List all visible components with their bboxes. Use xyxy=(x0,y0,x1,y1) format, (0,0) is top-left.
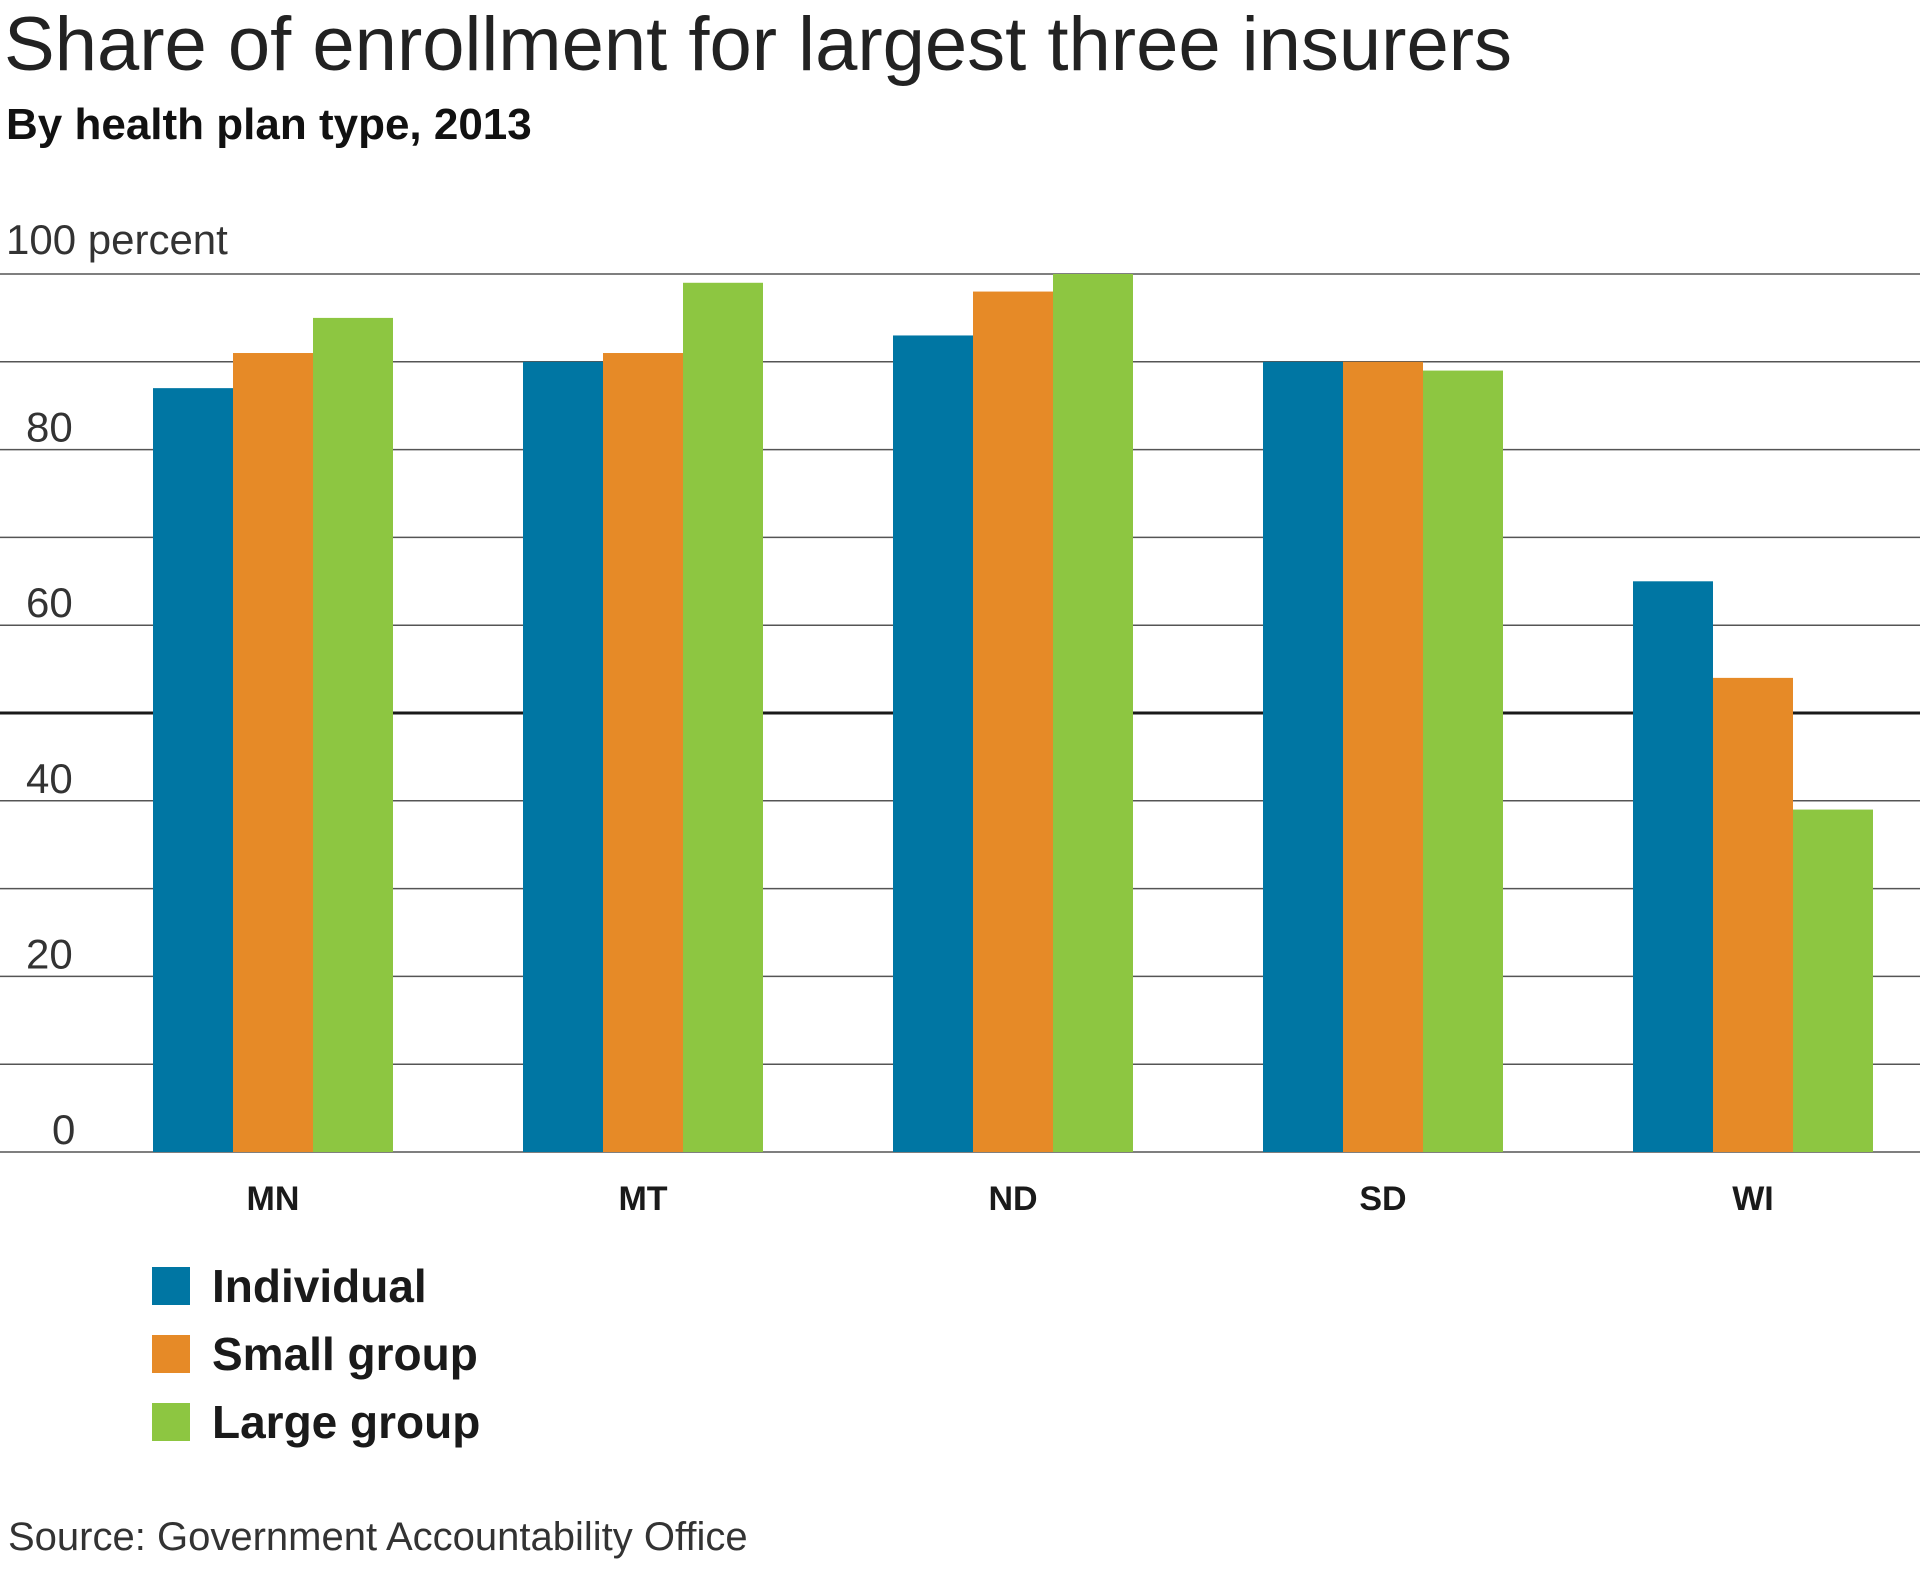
y-tick-label-60: 60 xyxy=(26,579,73,626)
chart-title: Share of enrollment for largest three in… xyxy=(4,2,1513,87)
bar-mt-individual xyxy=(523,361,603,1152)
y-tick-label-0: 0 xyxy=(52,1106,75,1153)
legend-item-individual: Individual xyxy=(152,1252,480,1320)
bar-sd-large-group xyxy=(1423,370,1503,1152)
bar-mn-large-group xyxy=(313,317,393,1152)
bar-sd-small-group xyxy=(1343,361,1423,1152)
legend-item-large-group: Large group xyxy=(152,1388,480,1456)
bar-wi-small-group xyxy=(1713,677,1793,1152)
legend-swatch-large-group xyxy=(152,1403,190,1441)
bar-mn-individual xyxy=(153,388,233,1152)
x-tick-label-mt: MT xyxy=(618,1180,667,1218)
x-tick-label-sd: SD xyxy=(1359,1180,1406,1218)
y-tick-label-80: 80 xyxy=(26,404,73,451)
y-tick-label-20: 20 xyxy=(26,930,73,977)
bar-mn-small-group xyxy=(233,353,313,1152)
legend-label-individual: Individual xyxy=(212,1260,427,1312)
y-tick-label-40: 40 xyxy=(26,755,73,802)
x-tick-label-nd: ND xyxy=(988,1180,1037,1218)
legend-item-small-group: Small group xyxy=(152,1320,480,1388)
bar-nd-large-group xyxy=(1053,274,1133,1152)
bar-chart: 0 20 40 60 80 100 percent MN MT ND SD WI xyxy=(0,216,1920,1218)
x-tick-label-wi: WI xyxy=(1732,1180,1774,1218)
x-axis-labels: MN MT ND SD WI xyxy=(247,1180,1774,1218)
bar-sd-individual xyxy=(1263,361,1343,1152)
bar-wi-individual xyxy=(1633,581,1713,1152)
bar-mt-large-group xyxy=(683,282,763,1152)
bars xyxy=(153,274,1873,1152)
bar-nd-individual xyxy=(893,335,973,1152)
legend-swatch-individual xyxy=(152,1267,190,1305)
source-note: Source: Government Accountability Office xyxy=(8,1515,748,1559)
legend: Individual Small group Large group xyxy=(152,1252,480,1456)
x-tick-label-mn: MN xyxy=(247,1180,300,1218)
y-tick-label-100: 100 percent xyxy=(6,216,228,263)
legend-label-small-group: Small group xyxy=(212,1328,478,1380)
legend-label-large-group: Large group xyxy=(212,1396,481,1448)
bar-mt-small-group xyxy=(603,353,683,1152)
y-axis-ticks: 0 20 40 60 80 100 percent xyxy=(6,216,228,1153)
bar-nd-small-group xyxy=(973,291,1053,1152)
bar-wi-large-group xyxy=(1793,809,1873,1152)
chart-subtitle: By health plan type, 2013 xyxy=(6,100,532,149)
legend-swatch-small-group xyxy=(152,1335,190,1373)
